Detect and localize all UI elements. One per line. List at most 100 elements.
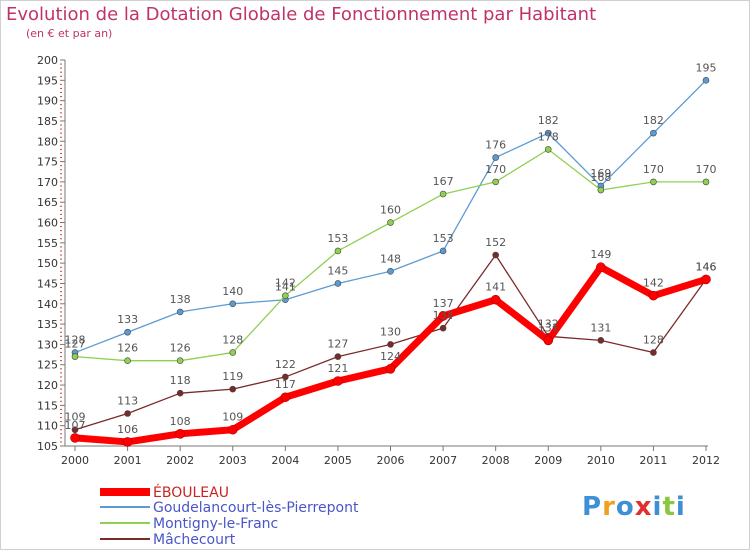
legend-label: ÉBOULEAU [153,484,229,501]
proxiti-logo: Proxiti [582,492,686,522]
y-tick-label: 115 [37,399,58,412]
data-label: 132 [538,317,559,330]
data-label: 167 [433,175,454,188]
data-label: 141 [275,281,296,294]
y-tick-label: 155 [37,237,58,250]
data-point [650,178,657,186]
data-label: 137 [433,297,454,310]
y-tick-label: 195 [37,74,58,87]
data-label: 113 [117,394,138,407]
data-point [124,328,131,336]
data-point [702,77,710,84]
x-tick-label: 2008 [482,454,510,467]
data-label: 146 [696,260,717,273]
data-label: 168 [590,171,611,184]
y-tick-label: 120 [37,379,58,392]
data-label: 182 [538,114,559,127]
data-point [229,349,237,356]
data-label: 182 [643,114,664,127]
data-point [124,357,131,364]
data-label: 121 [327,362,348,375]
data-label: 142 [643,277,664,290]
y-tick-label: 145 [37,277,58,290]
x-tick-label: 2011 [639,454,667,467]
y-tick-label: 135 [37,318,58,331]
chart-title: Evolution de la Dotation Globale de Fonc… [6,4,597,25]
data-point [387,219,394,226]
data-point [648,290,659,301]
x-tick-label: 2005 [324,454,352,467]
data-point [282,373,289,381]
logo-letter: o [615,492,635,522]
data-point [650,349,657,356]
data-point [333,376,343,386]
x-tick-label: 2012 [692,454,720,467]
y-tick-label: 130 [37,338,58,351]
logo-letter: t [662,492,676,522]
data-point [70,433,80,443]
legend-label: Goudelancourt-lès-Pierrepont [153,500,359,516]
y-tick-label: 105 [37,440,58,453]
data-point [280,392,291,403]
data-label: 128 [65,334,86,347]
data-point [229,300,237,308]
data-point [702,178,710,186]
y-tick-label: 150 [37,257,58,270]
data-label: 153 [327,232,348,245]
data-point [334,280,342,287]
data-point [175,429,185,439]
data-label: 128 [643,334,664,347]
y-tick-label: 200 [37,54,58,67]
data-point [71,426,79,434]
data-point [387,267,394,275]
data-point [227,424,238,435]
data-label: 128 [222,334,243,347]
data-label: 119 [222,370,243,383]
data-label: 195 [696,61,717,74]
data-label: 142 [275,277,296,290]
data-label: 130 [380,325,401,338]
data-point [438,311,448,321]
data-label: 149 [590,248,611,261]
data-label: 148 [380,252,401,265]
data-point [701,274,711,285]
data-point [597,337,605,344]
data-point [492,178,499,186]
data-point [176,308,184,316]
logo-letter: r [602,492,616,522]
data-label: 141 [485,281,506,294]
x-tick-label: 2002 [166,454,194,467]
legend-label: Mâchecourt [153,532,236,548]
data-label: 127 [65,338,86,351]
y-tick-label: 160 [37,217,58,230]
data-point [176,357,184,364]
y-tick-label: 140 [37,298,58,311]
x-tick-label: 2007 [429,454,457,467]
data-label: 126 [170,342,191,355]
data-label: 133 [117,313,138,326]
legend-label: Montigny-le-Franc [153,516,278,532]
data-label: 127 [327,338,348,351]
data-point [490,294,501,305]
y-tick-label: 185 [37,115,58,128]
y-tick-label: 170 [37,176,58,189]
y-tick-label: 165 [37,196,58,209]
data-point [439,247,447,255]
data-point [492,154,499,161]
data-label: 108 [170,415,191,428]
data-label: 122 [275,358,296,371]
data-point [334,247,342,255]
data-point [282,292,289,299]
data-point [544,129,552,137]
x-tick-label: 2009 [534,454,562,467]
y-tick-label: 110 [37,420,58,433]
logo-letter: P [582,492,603,522]
data-label: 170 [696,163,717,176]
logo-letter: i [675,492,686,522]
data-point [543,335,554,346]
data-label: 145 [327,264,348,277]
x-tick-label: 2010 [587,454,615,467]
data-point [544,146,552,153]
data-label: 117 [275,378,296,391]
data-point [176,389,184,397]
